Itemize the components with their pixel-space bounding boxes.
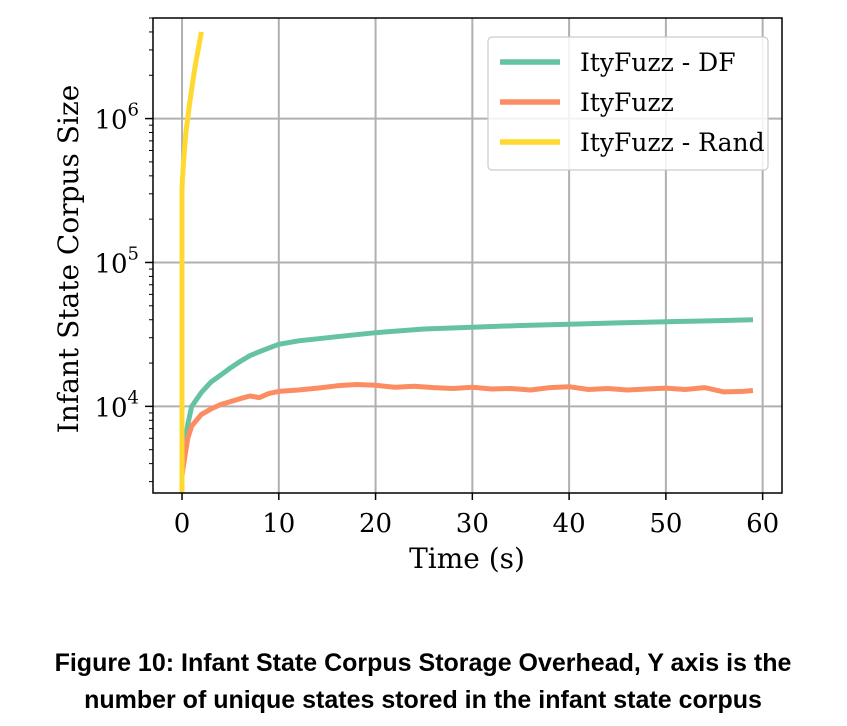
series-line-3 — [179, 31, 204, 493]
x-tick-label: 30 — [456, 509, 489, 539]
y-tick-label: 105 — [94, 243, 139, 279]
x-tick-label: 20 — [359, 509, 392, 539]
legend: ItyFuzz - DF ItyFuzz ItyFuzz - Rand — [487, 36, 769, 171]
x-tick-label: 60 — [746, 509, 779, 539]
x-tick-label: 40 — [553, 509, 586, 539]
legend-label: ItyFuzz - DF — [580, 48, 736, 77]
x-tick-label: 0 — [174, 509, 191, 539]
y-tick-label: 104 — [94, 387, 139, 423]
tick-labels: 0 10 20 30 40 50 60 104 105 106 — [94, 100, 779, 539]
chart: 0 10 20 30 40 50 60 104 105 106 Time (s) Infant S… — [52, 17, 783, 575]
series-line-1 — [179, 317, 754, 473]
legend-label: ItyFuzz - Rand — [580, 128, 765, 157]
x-tick-label: 10 — [262, 509, 295, 539]
x-axis-title: Time (s) — [409, 542, 525, 575]
y-axis-title: Infant State Corpus Size — [52, 85, 85, 434]
figure-caption: Figure 10: Infant State Corpus Storage O… — [54, 649, 792, 714]
plot-frame — [152, 17, 783, 494]
legend-label: ItyFuzz — [580, 88, 674, 117]
axis-ticks — [145, 17, 764, 500]
series-lines — [179, 31, 754, 493]
x-tick-label: 50 — [649, 509, 682, 539]
legend-box — [487, 36, 769, 171]
y-tick-label: 106 — [94, 100, 139, 136]
series-line-2 — [179, 382, 754, 477]
